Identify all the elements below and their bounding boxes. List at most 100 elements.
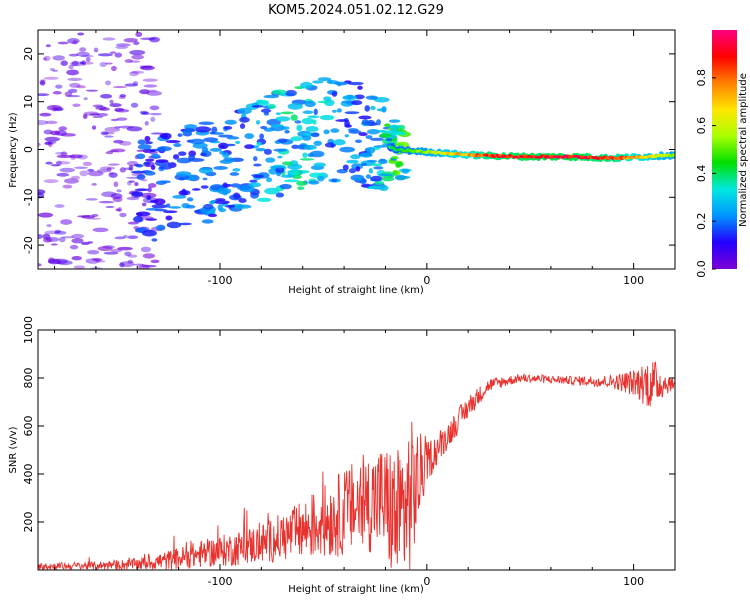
spectrogram-cell <box>76 51 90 57</box>
spectrogram-cell <box>253 174 264 178</box>
spectrogram-cell <box>235 204 252 209</box>
spectrogram-cell <box>129 71 139 77</box>
spectrogram-y-ticks: -20 -10 0 10 20 <box>22 47 675 254</box>
spectrogram-cell <box>355 139 362 143</box>
spectrogram-cell <box>103 251 119 255</box>
spectrogram-cell <box>104 80 112 86</box>
spectrogram-cell <box>275 192 285 198</box>
y-tick-label: 800 <box>22 368 35 389</box>
spectrogram-cell <box>69 82 81 88</box>
spectrogram-cell <box>136 174 146 180</box>
spectrogram-cell <box>280 174 295 178</box>
spectrogram-cell <box>222 152 230 158</box>
spectrogram-cell <box>300 81 313 89</box>
colorbar-tick-label: 0.0 <box>695 260 708 278</box>
spectrogram-cell <box>213 166 228 170</box>
spectrogram-cell <box>118 125 134 129</box>
spectrogram-cell <box>142 65 153 69</box>
spectrogram-cell <box>350 154 361 160</box>
spectrogram-cell <box>137 139 146 145</box>
spectrogram-cell <box>81 55 94 58</box>
spectrogram-cell <box>153 198 166 205</box>
spectrogram-cell <box>201 219 214 224</box>
spectrogram-cell <box>58 236 66 243</box>
spectrogram-cell <box>263 148 272 155</box>
spectrogram-cell <box>59 167 75 173</box>
spectrogram-cell <box>56 160 62 166</box>
spectrogram-cell <box>365 174 371 179</box>
spectrogram-cell <box>181 188 187 194</box>
spectrogram-cell <box>77 215 90 218</box>
spectrogram-cell <box>52 69 59 72</box>
spectrogram-cell <box>116 117 128 121</box>
spectrogram-cell <box>133 41 140 46</box>
x-tick-label: 0 <box>423 274 430 287</box>
spectrogram-cell <box>150 153 161 159</box>
spectrogram-cell <box>50 243 58 246</box>
spectrogram-cell <box>39 112 52 117</box>
spectrogram-cell <box>355 178 362 182</box>
spectrogram-cell <box>185 204 196 209</box>
spectrogram-cell <box>373 97 390 103</box>
spectrogram-cell <box>201 147 209 154</box>
spectrogram-cell <box>155 159 169 163</box>
spectrogram-cell <box>71 233 85 239</box>
spectrogram-cell <box>195 126 212 133</box>
spectrogram-cell <box>346 94 354 100</box>
spectrogram-cell <box>62 236 75 239</box>
spectrogram-cell <box>98 200 115 204</box>
spectrogram-cell <box>248 182 262 188</box>
spectrogram-cell <box>348 129 362 134</box>
spectrogram-cell <box>100 93 113 99</box>
spectrogram-cell <box>140 111 150 115</box>
y-tick-label: 10 <box>22 95 35 109</box>
spectrogram-cell <box>130 170 146 174</box>
spectrogram-cell <box>346 159 359 164</box>
spectrogram-cell <box>49 68 55 71</box>
spectrogram-cell <box>110 118 119 122</box>
spectrogram-cell <box>390 156 399 160</box>
spectrogram-cell <box>330 128 340 133</box>
spectrogram-cell <box>395 161 404 167</box>
spectrogram-cell <box>65 95 81 98</box>
spectrogram-cell <box>383 123 391 127</box>
spectrogram-cell <box>77 154 88 160</box>
spectrogram-cell <box>127 221 139 225</box>
spectrogram-cell <box>313 162 326 168</box>
y-tick-label: 1000 <box>22 316 35 344</box>
spectrogram-cell <box>140 246 152 253</box>
y-tick-label: 400 <box>22 464 35 485</box>
spectrogram-cell <box>364 105 370 112</box>
spectrogram-cell <box>273 148 288 152</box>
spectrogram-cell <box>127 180 132 186</box>
spectrogram-cell <box>130 102 139 108</box>
spectrogram-cell <box>277 138 288 143</box>
spectrogram-cell <box>237 107 252 115</box>
spectrogram-cell <box>55 84 63 89</box>
spectrogram-cell <box>55 161 71 165</box>
spectrogram-cell <box>149 112 162 116</box>
spectrogram-cell <box>255 147 266 152</box>
spectrogram-cell <box>150 149 156 153</box>
spectrogram-cell <box>44 136 61 142</box>
spectrogram-cell <box>81 61 94 65</box>
spectrogram-cell <box>144 121 149 126</box>
spectrogram-cell <box>217 204 223 211</box>
spectrogram-y-label: Frequency (Hz) <box>8 112 19 188</box>
spectrogram-cell <box>294 120 302 124</box>
spectrogram-cell <box>249 179 258 183</box>
spectrogram-cell <box>366 146 376 154</box>
spectrogram-cell <box>38 119 49 126</box>
spectrogram-cell <box>132 81 139 86</box>
spectrogram-cell <box>150 132 164 135</box>
spectrogram-cell <box>319 114 335 121</box>
spectrogram-cell <box>277 155 283 159</box>
spectrogram-cell <box>39 79 46 85</box>
spectrogram-cell <box>144 141 154 145</box>
spectrogram-cell <box>156 224 166 231</box>
spectrogram-cell <box>379 133 392 138</box>
spectrogram-cell <box>72 40 78 45</box>
spectrogram-cell <box>198 121 215 125</box>
spectrogram-cell <box>88 217 102 220</box>
spectrogram-cell <box>223 125 233 130</box>
